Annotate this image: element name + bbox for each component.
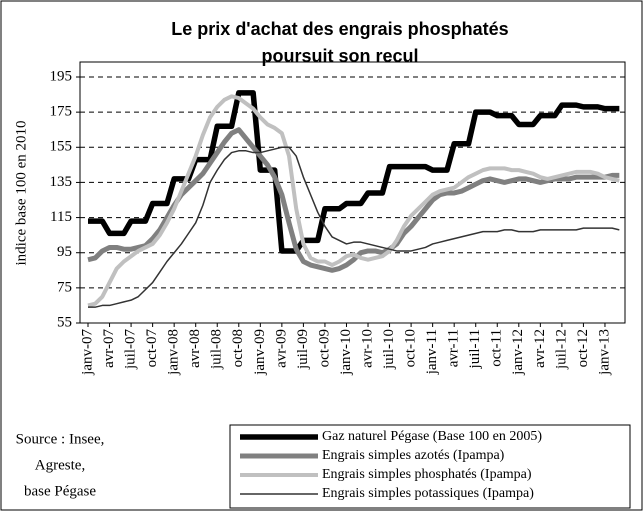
x-tick-label: janv-09: [252, 329, 268, 376]
source: base Pégase: [24, 483, 96, 499]
x-tick-label: janv-12: [510, 329, 526, 376]
x-tick-label: oct-11: [489, 329, 505, 367]
y-tick-label: 55: [57, 314, 72, 330]
x-tick-label: avr-07: [101, 329, 117, 368]
x-tick-label: janv-13: [596, 329, 612, 376]
legend-label: Engrais simples phosphatés (Ipampa): [322, 467, 532, 482]
x-tick-label: avr-11: [446, 329, 462, 367]
legend-label: Gaz naturel Pégase (Base 100 en 2005): [322, 429, 542, 444]
series-line: [88, 146, 620, 308]
x-tick-label: juil-09: [295, 329, 311, 370]
y-tick-label: 135: [50, 174, 73, 190]
x-tick-label: janv-08: [166, 329, 182, 376]
x-tick-label: juil-10: [381, 329, 397, 370]
series-line: [88, 90, 620, 254]
x-tick-label: juil-08: [209, 329, 225, 370]
x-tick-label: avr-10: [359, 329, 375, 368]
legend-label: Engrais simples azotés (Ipampa): [322, 448, 505, 463]
chart-title: poursuit son recul: [261, 46, 418, 66]
x-tick-label: janv-10: [338, 329, 354, 376]
y-tick-label: 95: [57, 244, 72, 260]
plot-frame: [79, 61, 626, 324]
x-tick-label: avr-08: [187, 329, 203, 368]
y-tick-label: 195: [50, 68, 73, 84]
x-tick-label: oct-08: [230, 329, 246, 367]
x-tick-label: oct-12: [575, 329, 591, 367]
source: Agreste,: [35, 457, 85, 473]
x-tick-label: juil-11: [467, 329, 483, 369]
y-tick-label: 175: [50, 104, 73, 120]
x-tick-label: janv-07: [79, 329, 95, 376]
y-tick-label: 155: [50, 139, 73, 155]
x-tick-label: avr-12: [532, 329, 548, 368]
source: Source : Insee,: [16, 431, 105, 447]
legend: [229, 424, 631, 509]
x-tick-label: avr-09: [273, 329, 289, 368]
x-tick-label: janv-11: [424, 329, 440, 375]
y-axis-label: indice base 100 en 2010: [13, 121, 29, 266]
y-tick-label: 115: [50, 209, 72, 225]
series-line: [87, 94, 620, 308]
x-tick-label: oct-10: [403, 329, 419, 367]
chart-title: Le prix d'achat des engrais phosphatés: [171, 19, 508, 39]
x-tick-label: juil-07: [123, 329, 139, 370]
y-tick-label: 75: [57, 279, 72, 295]
x-tick-label: oct-09: [316, 329, 332, 367]
x-tick-label: juil-12: [553, 329, 569, 370]
legend-label: Engrais simples potassiques (Ipampa): [322, 486, 534, 501]
x-tick-label: oct-07: [144, 329, 160, 368]
